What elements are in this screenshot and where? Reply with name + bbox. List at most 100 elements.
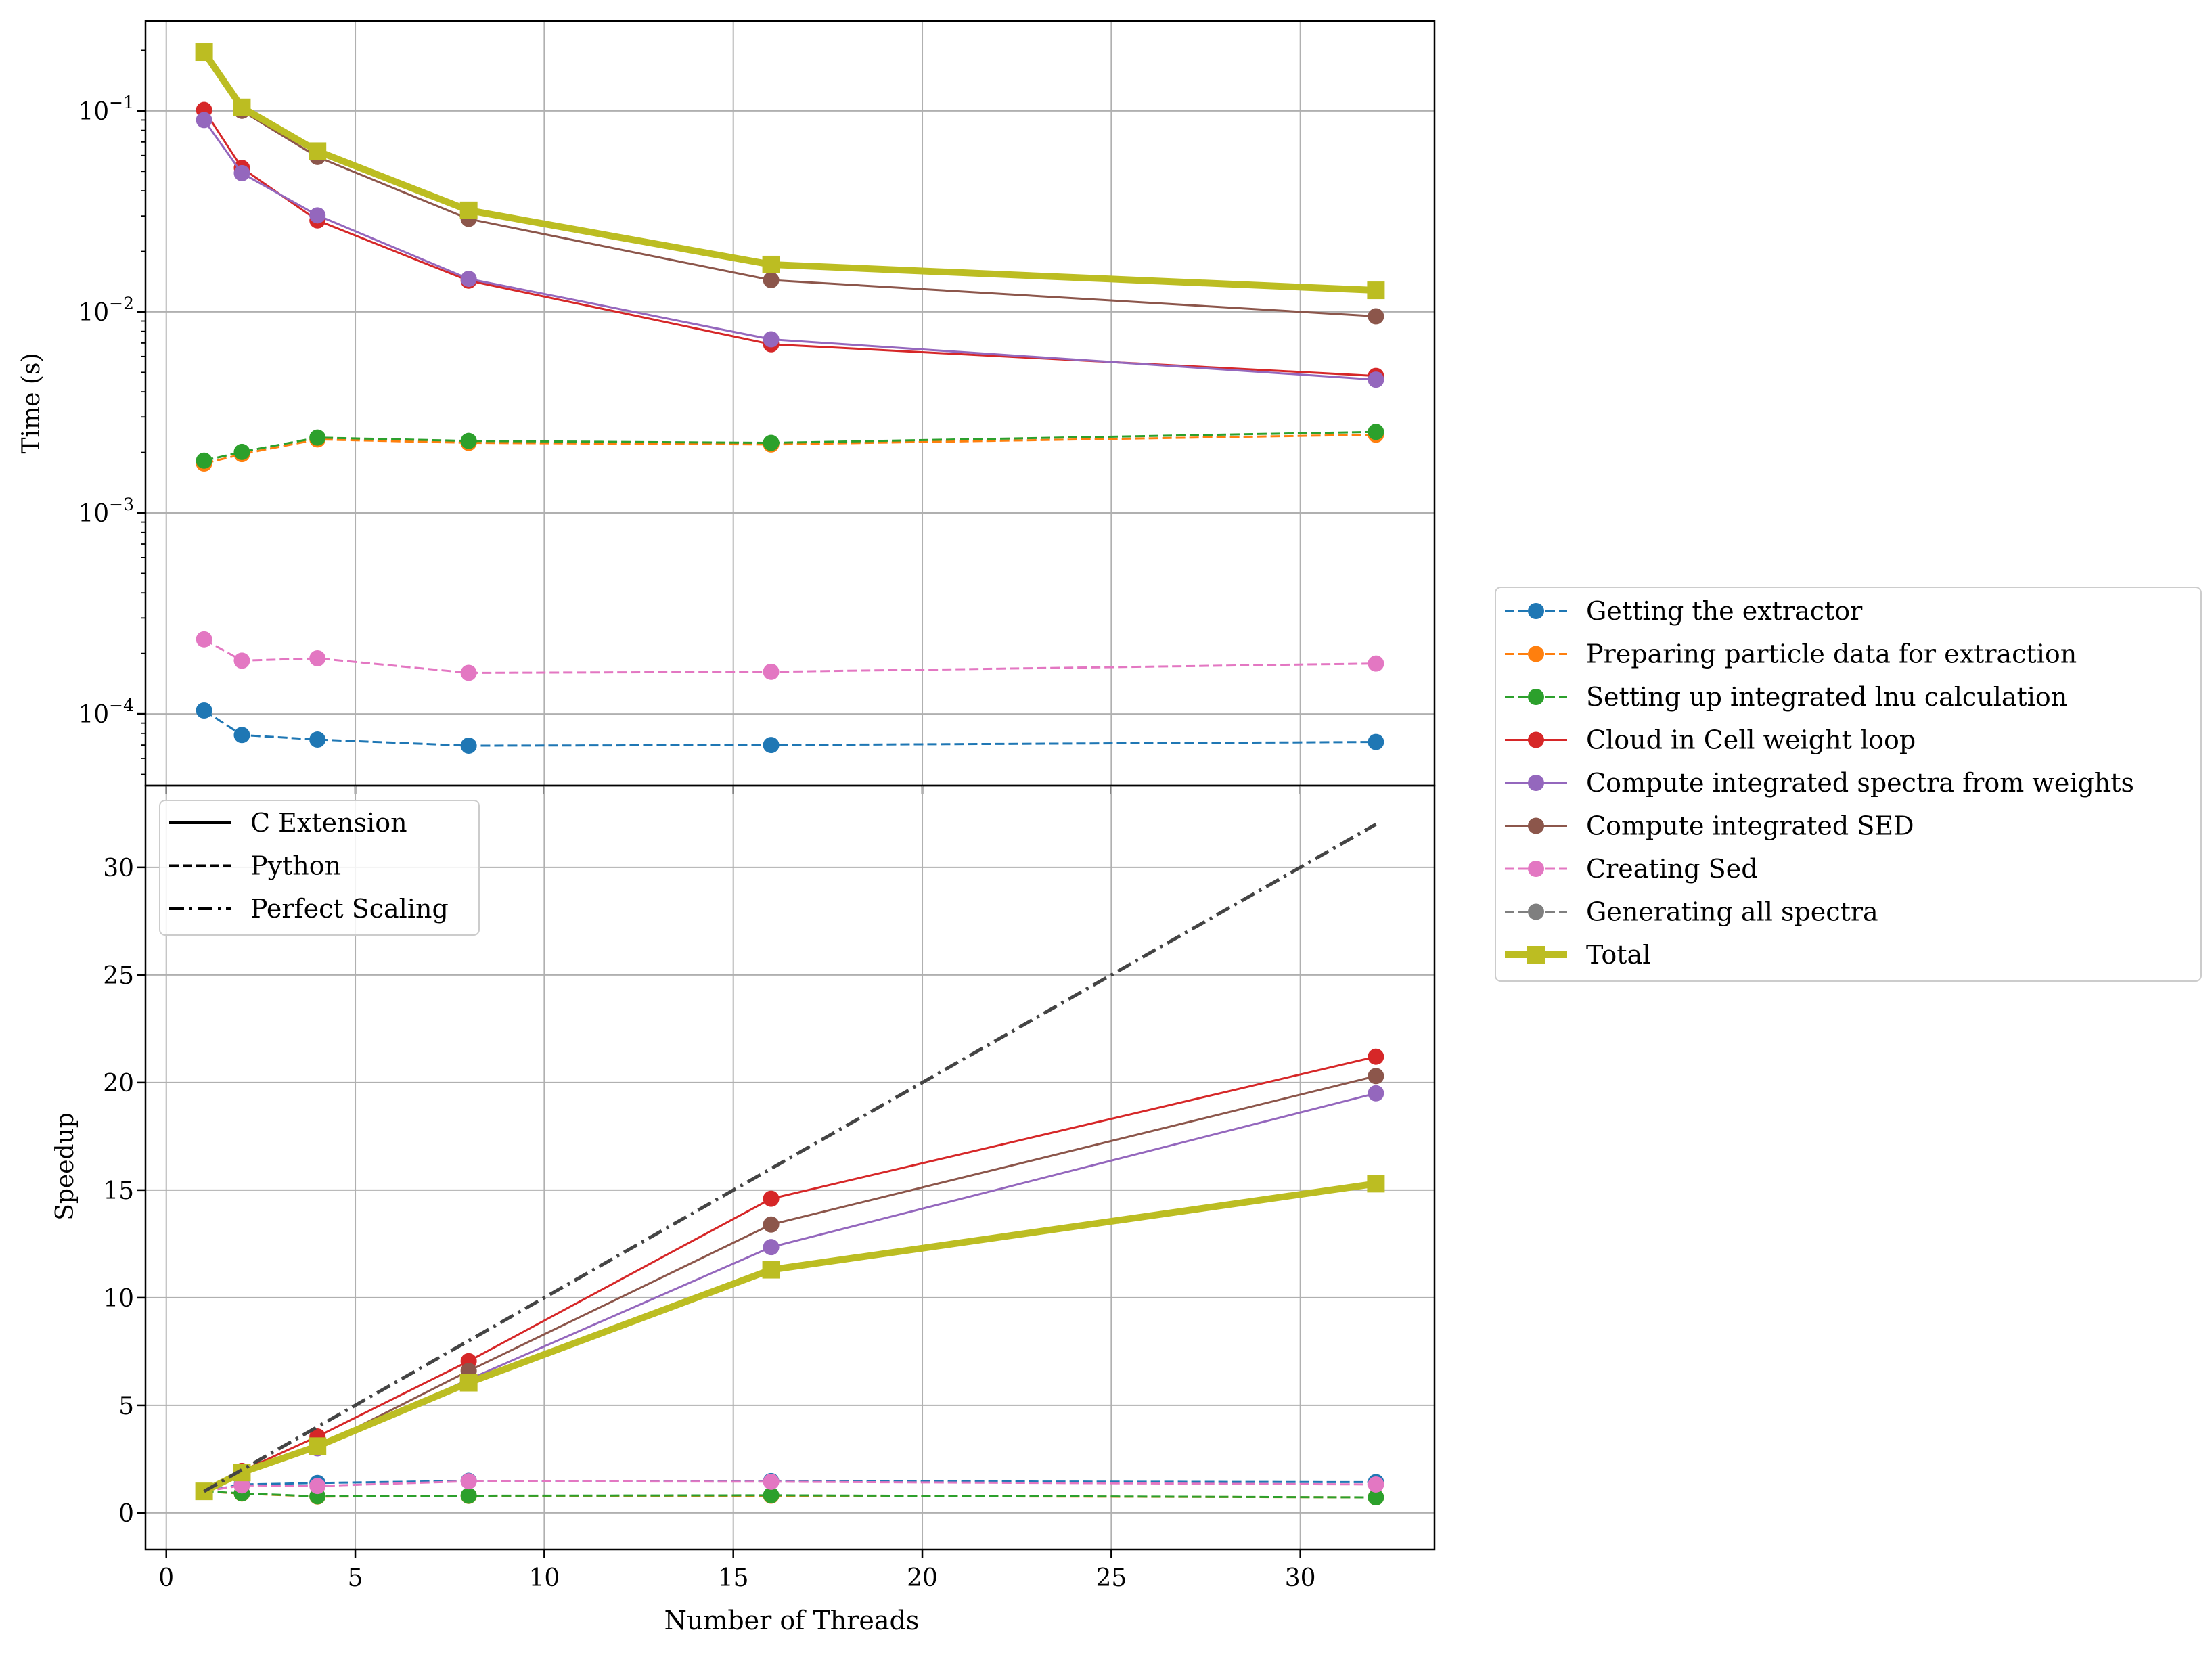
legend-label: Generating all spectra (1586, 897, 1878, 927)
data-point (460, 432, 477, 449)
series-legend: Getting the extractor Preparing particle … (1495, 587, 2202, 982)
x-tick-label: 25 (1096, 1564, 1127, 1592)
data-point (460, 664, 477, 681)
data-point (1367, 1175, 1385, 1193)
y-tick-label: 30 (103, 855, 134, 882)
data-point (233, 443, 250, 460)
speedup-panel-frame (144, 784, 1436, 1551)
legend-label: Cloud in Cell weight loop (1586, 725, 1916, 755)
data-point (196, 631, 212, 648)
legend-item-cloud-in-cell-weight-loop: Cloud in Cell weight loop (1505, 725, 1916, 755)
threads-axis-label: Number of Threads (664, 1606, 920, 1635)
y-tick-label: 20 (103, 1070, 134, 1097)
y-tick-label: 10−4 (78, 696, 134, 729)
series-compute-integrated-spectra-from-weights (196, 112, 1384, 388)
legend-item-getting-the-extractor: Getting the extractor (1505, 596, 1863, 626)
data-point (309, 1478, 326, 1495)
series-line (203, 823, 1377, 1493)
legend-label: C Extension (250, 808, 407, 838)
data-point (762, 255, 780, 273)
data-point (1368, 1476, 1384, 1493)
data-point (1368, 1489, 1384, 1506)
data-point (233, 727, 250, 744)
data-point (233, 164, 250, 181)
time-panel-grid (145, 21, 1435, 786)
data-point (763, 1216, 780, 1233)
time-panel-y-ticks: 10−1 10−2 10−3 10−4 (78, 49, 1301, 794)
data-point (460, 738, 477, 754)
series-creating-sed (196, 631, 1384, 681)
data-point (1368, 308, 1384, 325)
data-point (763, 1190, 780, 1207)
data-point (309, 207, 326, 224)
data-point (233, 1477, 250, 1494)
legend-label: Getting the extractor (1586, 596, 1863, 626)
series-perfect-scaling (203, 823, 1377, 1493)
data-point (763, 663, 780, 680)
legend-swatch-marker (1528, 817, 1544, 834)
legend-item-creating-sed: Creating Sed (1505, 854, 1758, 884)
data-point (460, 1487, 477, 1504)
legend-label: Preparing particle data for extraction (1586, 639, 2077, 669)
data-point (309, 1437, 327, 1455)
data-point (460, 1473, 477, 1490)
line-style-legend-box (159, 800, 480, 936)
data-point (763, 1473, 780, 1490)
legend-label: Python (250, 851, 341, 881)
data-point (763, 271, 780, 288)
data-point (1368, 371, 1384, 388)
y-tick-label: 10−2 (78, 294, 134, 327)
series-total (195, 43, 1385, 300)
legend-label: Perfect Scaling (250, 894, 449, 924)
speedup-panel-x-ticks: 0 5 10 15 20 25 30 (158, 1549, 1316, 1592)
legend-item-generating-all-spectra: Generating all spectra (1505, 897, 1878, 927)
data-point (1368, 1048, 1384, 1065)
data-point (763, 331, 780, 348)
legend-label: Total (1586, 940, 1650, 970)
x-tick-label: 30 (1285, 1564, 1316, 1592)
data-point (763, 737, 780, 754)
x-tick-label: 5 (348, 1564, 363, 1592)
data-point (1368, 733, 1384, 750)
y-tick-label: 15 (103, 1177, 134, 1205)
speedup-panel-y-ticks: 0 5 10 15 20 25 30 (103, 855, 145, 1528)
data-point (233, 98, 251, 116)
legend-swatch-marker (1528, 646, 1544, 662)
legend-item-total: Total (1505, 940, 1650, 970)
style-legend-item-c-extension: C Extension (169, 808, 407, 838)
series-legend-box (1495, 587, 2202, 982)
speedup-axis-label: Speedup (51, 1112, 79, 1221)
data-point (195, 43, 213, 62)
legend-swatch-marker (1528, 861, 1544, 877)
legend-swatch-marker (1528, 775, 1544, 791)
y-tick-label: 5 (118, 1392, 134, 1420)
legend-swatch-marker (1528, 731, 1544, 748)
y-tick-label: 10 (103, 1285, 134, 1313)
series-line (203, 109, 1376, 378)
legend-label: Setting up integrated lnu calculation (1586, 682, 2067, 712)
series-line (203, 119, 1376, 381)
series-line (201, 50, 1376, 294)
time-panel-series (195, 43, 1385, 754)
data-point (196, 452, 212, 469)
speedup-panel-series (195, 823, 1385, 1506)
data-point (763, 434, 780, 451)
data-point (309, 142, 327, 160)
series-setting-up-integrated-lnu-calculation (196, 424, 1384, 469)
x-tick-label: 0 (158, 1564, 174, 1592)
x-tick-label: 15 (718, 1564, 749, 1592)
legend-item-compute-integrated-spectra-from-weights: Compute integrated spectra from weights (1505, 768, 2134, 798)
legend-swatch-marker (1528, 603, 1544, 619)
legend-swatch-marker (1528, 689, 1544, 705)
data-point (1368, 1085, 1384, 1102)
data-point (1367, 281, 1385, 300)
y-tick-label: 0 (118, 1500, 134, 1528)
legend-label: Compute integrated spectra from weights (1586, 768, 2134, 798)
data-point (1368, 655, 1384, 672)
data-point (1368, 424, 1384, 440)
legend-label: Creating Sed (1586, 854, 1758, 884)
legend-swatch-marker (1528, 903, 1544, 920)
data-point (233, 652, 250, 669)
legend-label: Compute integrated SED (1586, 811, 1914, 841)
